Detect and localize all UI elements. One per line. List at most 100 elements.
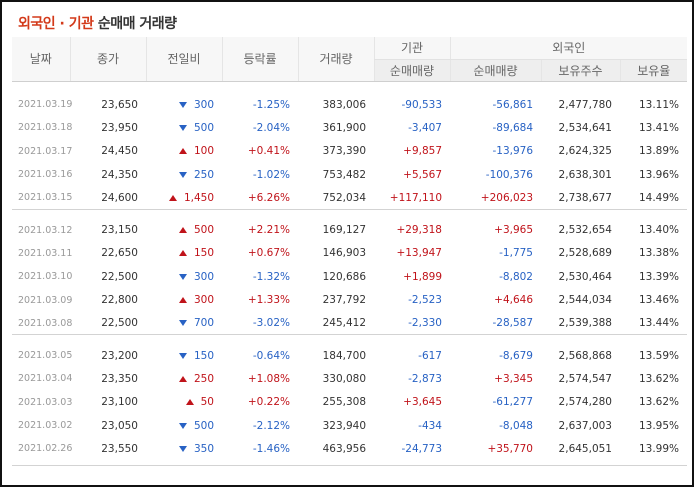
cell-volume: 752,034 [322,191,366,204]
cell-close: 23,050 [101,419,138,432]
cell-frgn-net: -28,587 [492,317,533,330]
cell-close: 23,350 [101,372,138,385]
cell-volume: 146,903 [322,247,366,260]
cell-inst-net: +29,318 [396,224,442,237]
cell-frgn-ratio: 13.59% [638,349,680,362]
header-frgn-ratio: 보유율 [619,59,688,82]
title-rest: 순매매 거래량 [93,16,177,32]
cell-close: 24,350 [101,168,138,181]
cell-inst-net: +9,857 [403,145,442,158]
cell-date: 2021.03.16 [18,169,73,181]
table-bottom-border [12,460,688,466]
section-title: 외국인 · 기관 순매매 거래량 [18,13,177,33]
cell-frgn-net: -56,861 [492,98,533,111]
cell-inst-net: +1,899 [403,270,442,283]
cell-change: 500 [146,218,222,241]
cell-inst-net: +3,645 [403,396,442,409]
cell-frgn-shares: 2,645,051 [558,442,612,455]
cell-frgn-ratio: 13.44% [638,317,680,330]
cell-close: 23,100 [101,396,138,409]
cell-frgn-ratio: 13.89% [638,145,680,158]
table-row: 2021.03.10 22,500 300 -1.32% 120,686 +1,899 -8… [12,265,687,288]
change-value: 500 [193,419,214,432]
cell-inst-net: -3,407 [408,121,442,134]
group-separator [12,81,687,93]
cell-close: 22,500 [101,270,138,283]
cell-rate: -0.64% [252,349,290,362]
cell-frgn-net: +3,345 [494,372,533,385]
cell-volume: 237,792 [322,294,366,307]
cell-inst-net: -434 [418,419,442,432]
change-value: 250 [193,168,214,181]
cell-frgn-shares: 2,624,325 [558,145,612,158]
cell-date: 2021.03.12 [18,224,73,236]
cell-frgn-net: -8,048 [499,419,533,432]
cell-change: 150 [146,344,222,367]
table-row: 2021.03.12 23,150 500 +2.21% 169,127 +29,318 +… [12,218,687,241]
cell-frgn-ratio: 13.95% [638,419,680,432]
table-row: 2021.03.11 22,650 150 +0.67% 146,903 +13,947 -… [12,242,687,265]
cell-close: 23,550 [101,442,138,455]
cell-change: 250 [146,367,222,390]
cell-frgn-shares: 2,637,003 [558,419,612,432]
triangle-up-icon [168,194,177,201]
cell-rate: -1.02% [252,168,290,181]
cell-frgn-shares: 2,530,464 [558,270,612,283]
triangle-up-icon [185,399,194,406]
cell-rate: -1.32% [252,270,290,283]
cell-close: 24,600 [101,191,138,204]
cell-date: 2021.03.03 [18,396,73,408]
table-row: 2021.03.16 24,350 250 -1.02% 753,482 +5,567 -1… [12,163,687,186]
cell-frgn-net: -61,277 [492,396,533,409]
triangle-up-icon [178,375,187,382]
cell-frgn-net: -89,684 [492,121,533,134]
change-value: 300 [193,270,214,283]
header-frgn-net: 순매매량 [449,59,541,82]
cell-frgn-ratio: 13.62% [638,396,680,409]
cell-inst-net: -617 [418,349,442,362]
cell-change: 350 [146,437,222,460]
cell-rate: +6.26% [247,191,290,204]
cell-inst-net: -2,330 [408,317,442,330]
cell-inst-net: -90,533 [401,98,442,111]
cell-inst-net: +117,110 [389,191,442,204]
header-frgn-shares: 보유주수 [540,59,620,82]
cell-frgn-ratio: 13.96% [638,168,680,181]
cell-volume: 361,900 [322,121,366,134]
cell-close: 22,800 [101,294,138,307]
table-body: 2021.03.19 23,650 300 -1.25% 383,006 -90,533 -… [12,81,688,466]
cell-change: 50 [146,391,222,414]
triangle-down-icon [178,320,187,327]
cell-volume: 463,956 [322,442,366,455]
change-value: 700 [193,317,214,330]
cell-volume: 323,940 [322,419,366,432]
cell-frgn-shares: 2,574,280 [558,396,612,409]
header-close: 종가 [69,37,146,82]
triangle-down-icon [178,445,187,452]
cell-rate: +0.22% [247,396,290,409]
cell-frgn-ratio: 13.99% [638,442,680,455]
triangle-down-icon [178,422,187,429]
cell-inst-net: -24,773 [401,442,442,455]
cell-volume: 169,127 [322,224,366,237]
cell-volume: 245,412 [322,317,366,330]
triangle-down-icon [178,273,187,280]
table-row: 2021.02.26 23,550 350 -1.46% 463,956 -24,773 +… [12,437,687,460]
cell-frgn-shares: 2,568,868 [558,349,612,362]
cell-rate: -3.02% [252,317,290,330]
cell-change: 300 [146,265,222,288]
cell-frgn-net: +4,646 [494,294,533,307]
cell-frgn-net: -100,376 [485,168,533,181]
table-row: 2021.03.09 22,800 300 +1.33% 237,792 -2,523 +4… [12,288,687,311]
cell-change: 500 [146,116,222,139]
cell-frgn-shares: 2,528,689 [558,247,612,260]
header-rate: 등락률 [221,37,298,82]
change-value: 50 [200,396,214,409]
cell-frgn-ratio: 13.38% [638,247,680,260]
table-row: 2021.03.03 23,100 50 +0.22% 255,308 +3,645 -61… [12,391,687,414]
triangle-up-icon [178,250,187,257]
cell-inst-net: -2,873 [408,372,442,385]
cell-frgn-ratio: 13.46% [638,294,680,307]
cell-frgn-ratio: 13.39% [638,270,680,283]
change-value: 250 [193,372,214,385]
